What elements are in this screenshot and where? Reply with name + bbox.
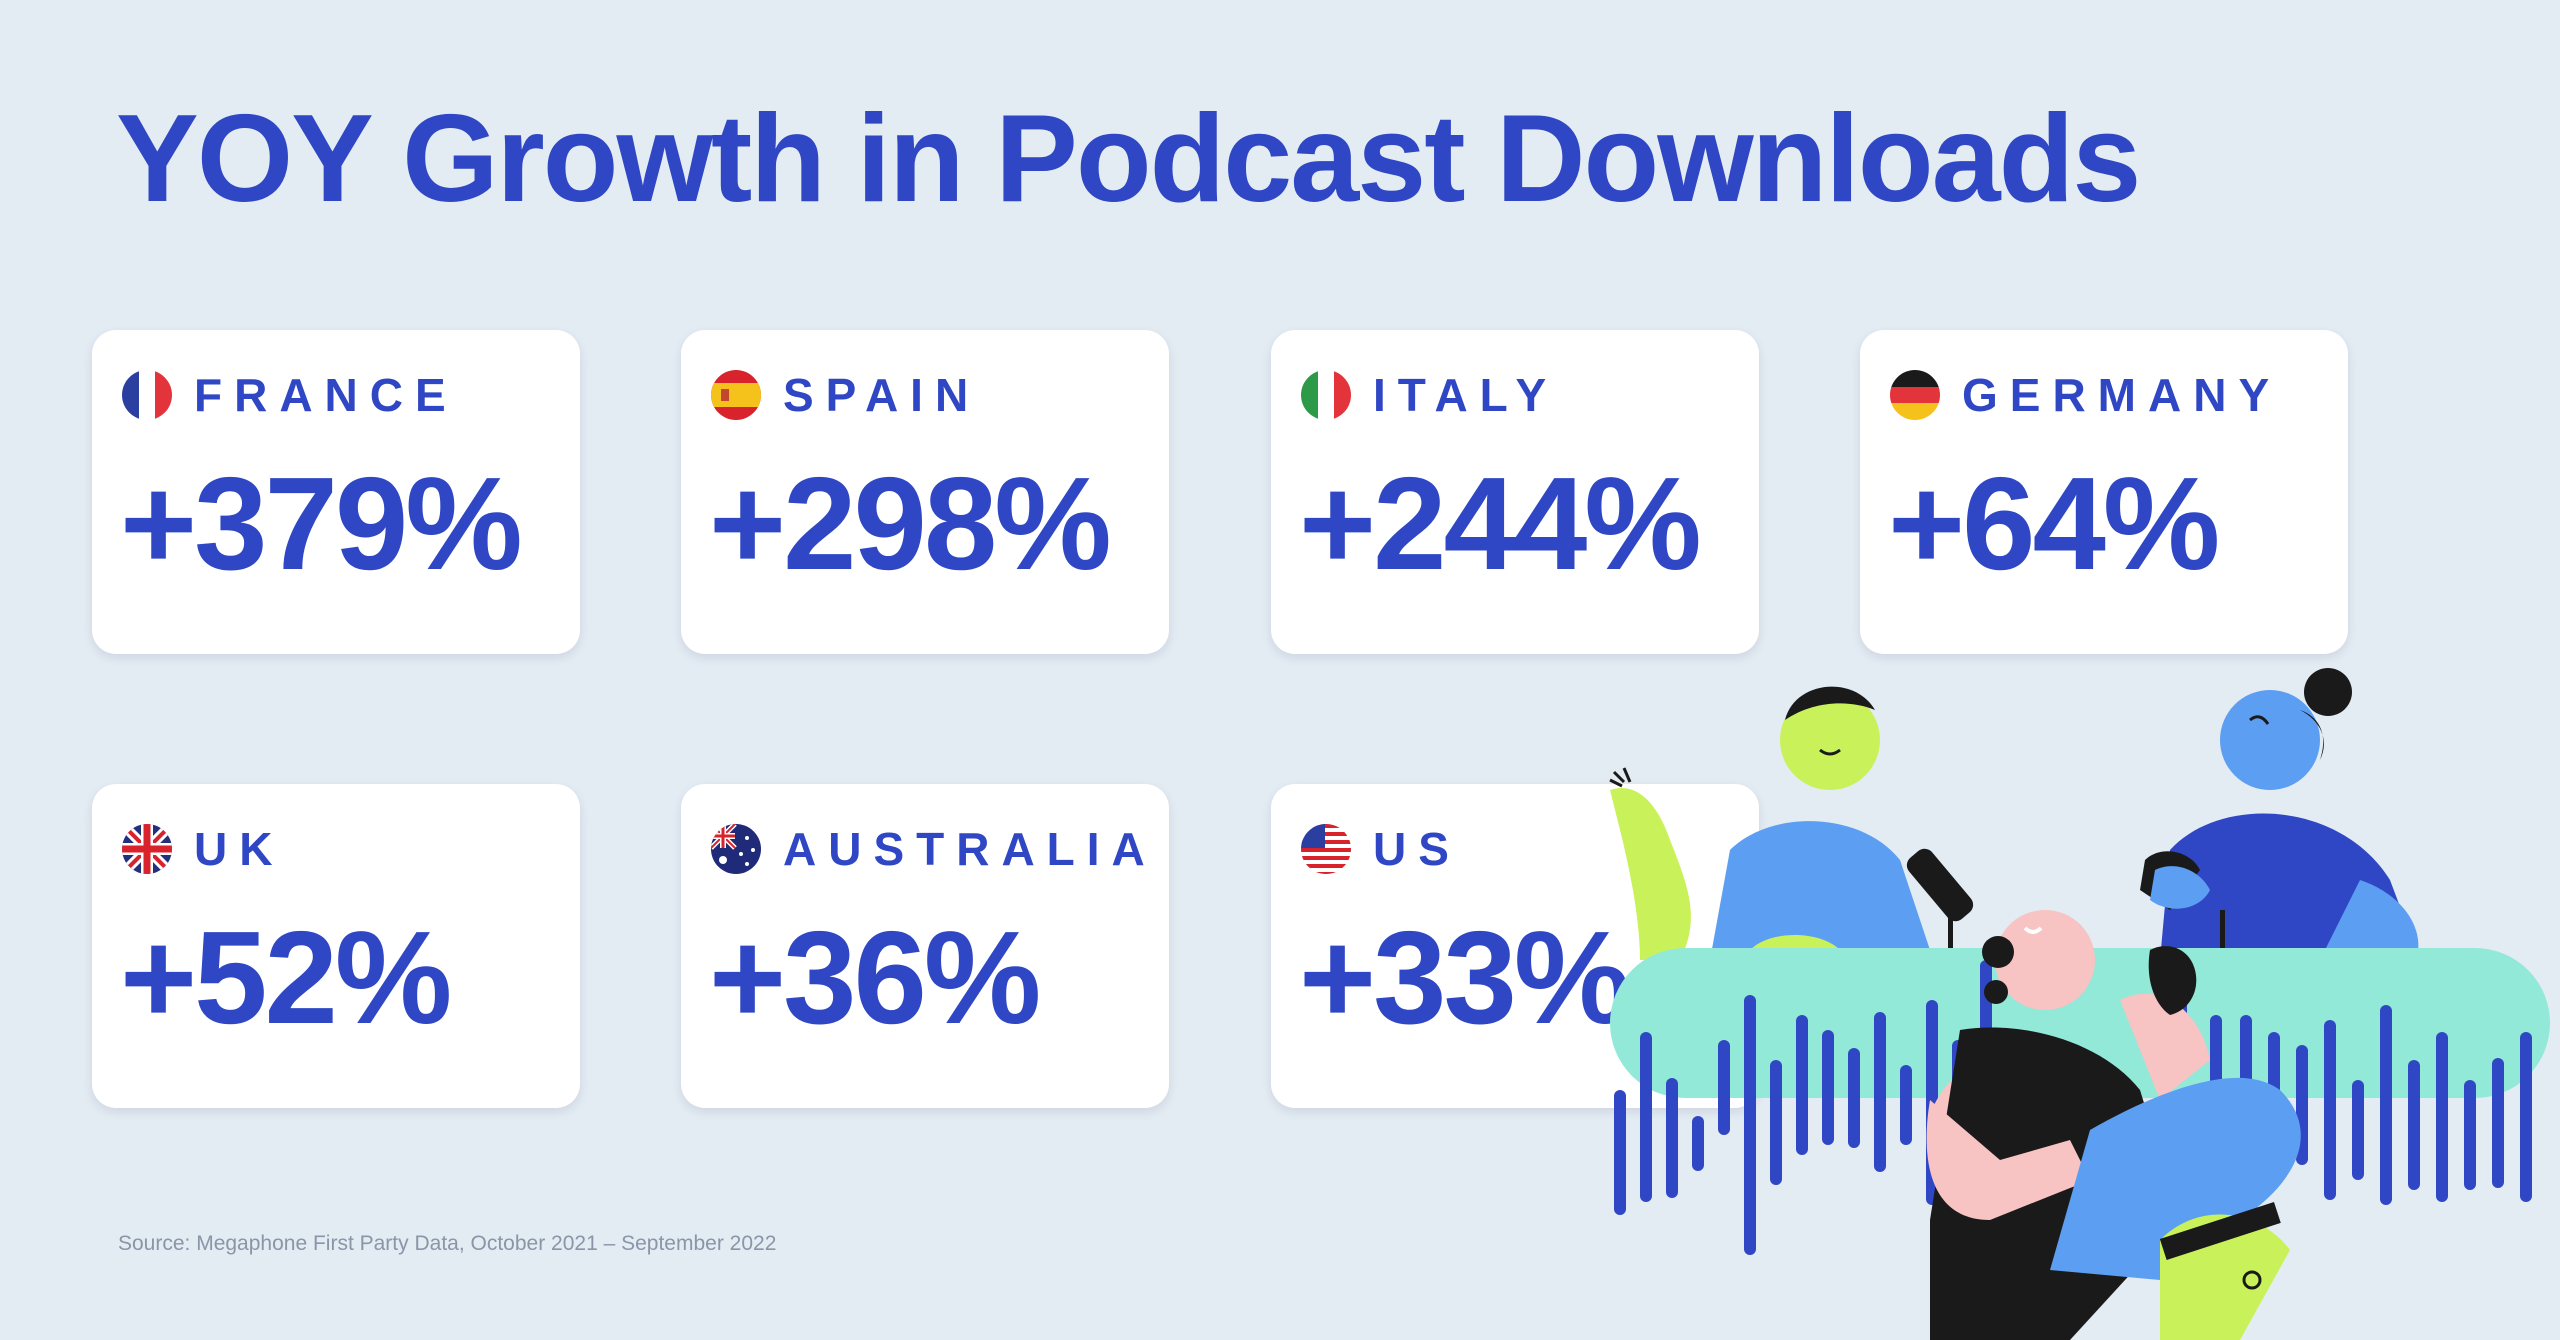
us-flag-icon <box>1301 824 1351 874</box>
growth-value: +64% <box>1888 450 2220 597</box>
podcast-table <box>1610 948 2550 1098</box>
growth-value: +298% <box>709 450 1112 597</box>
stat-card-france: FRANCE +379% <box>92 330 580 654</box>
country-label: ITALY <box>1373 369 1559 421</box>
sound-wave-bars <box>1614 960 2532 1255</box>
uk-flag-icon <box>122 824 172 874</box>
country-label: US <box>1373 823 1461 875</box>
country-label: FRANCE <box>194 369 458 421</box>
podcast-illustration <box>1609 668 2550 1340</box>
listener-figure <box>1926 910 2301 1340</box>
country-label: AUSTRALIA <box>783 823 1157 875</box>
stat-card-italy: ITALY +244% <box>1271 330 1759 654</box>
stat-card-spain: SPAIN +298% <box>681 330 1169 654</box>
chart-title: YOY Growth in Podcast Downloads <box>116 90 2141 228</box>
france-flag-icon <box>122 370 172 420</box>
podcaster-left-figure <box>1609 686 1930 960</box>
growth-value: +379% <box>120 450 523 597</box>
italy-flag-icon <box>1301 370 1351 420</box>
germany-flag-icon <box>1890 370 1940 420</box>
country-label: UK <box>194 823 285 875</box>
growth-value: +33% <box>1299 904 1631 1051</box>
stat-card-germany: GERMANY +64% <box>1860 330 2348 654</box>
growth-value: +36% <box>709 904 1041 1051</box>
stat-card-australia: AUSTRALIA +36% <box>681 784 1169 1108</box>
growth-value: +244% <box>1299 450 1702 597</box>
stat-card-uk: UK +52% <box>92 784 580 1108</box>
country-label: GERMANY <box>1962 369 2282 421</box>
australia-flag-icon <box>711 824 761 874</box>
podcaster-right-figure <box>2140 668 2420 990</box>
growth-value: +52% <box>120 904 452 1051</box>
country-label: SPAIN <box>783 369 981 421</box>
spain-flag-icon <box>711 370 761 420</box>
source-note: Source: Megaphone First Party Data, Octo… <box>118 1232 777 1255</box>
